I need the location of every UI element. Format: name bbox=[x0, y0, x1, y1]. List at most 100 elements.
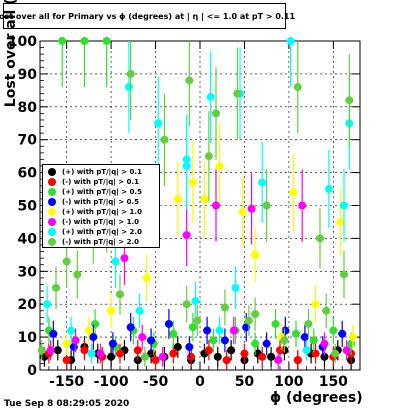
data-point bbox=[187, 352, 196, 361]
data-point bbox=[231, 283, 240, 292]
x-tick-label: -100 bbox=[94, 374, 129, 390]
data-point bbox=[229, 326, 238, 335]
data-point bbox=[43, 300, 52, 309]
legend-marker bbox=[48, 228, 56, 236]
x-axis-label: ϕ (degrees) bbox=[270, 390, 363, 406]
data-point bbox=[309, 336, 318, 345]
y-axis-label: Lost over all (%) bbox=[3, 0, 19, 108]
data-point bbox=[348, 333, 357, 342]
data-point bbox=[138, 333, 147, 342]
data-point bbox=[89, 333, 98, 342]
x-tick-label: 0 bbox=[195, 374, 205, 390]
data-point bbox=[87, 349, 96, 358]
data-point bbox=[220, 303, 229, 312]
data-point bbox=[242, 323, 251, 332]
data-point bbox=[276, 346, 284, 355]
data-point bbox=[300, 333, 309, 342]
data-point bbox=[233, 89, 242, 98]
data-point bbox=[244, 316, 253, 325]
y-tick-label: 30 bbox=[18, 264, 38, 280]
data-point bbox=[158, 352, 167, 361]
x-tick-label: -50 bbox=[143, 374, 169, 390]
data-point bbox=[342, 346, 351, 355]
data-point bbox=[188, 178, 197, 187]
data-point bbox=[147, 336, 156, 345]
data-point bbox=[182, 300, 191, 309]
y-tick-label: 10 bbox=[18, 330, 38, 346]
y-tick-label: 60 bbox=[18, 166, 38, 182]
legend-marker bbox=[48, 178, 56, 186]
x-tick-label: 150 bbox=[319, 374, 348, 390]
legend: (+) with pT/|q| > 0.1 (-) with pT/|q| > 0… bbox=[42, 164, 160, 248]
data-point bbox=[126, 69, 135, 78]
data-point bbox=[212, 201, 220, 210]
data-point bbox=[329, 326, 338, 335]
data-point bbox=[120, 254, 129, 263]
data-point bbox=[316, 234, 324, 243]
legend-label: (+) with pT/|q| > 1.0 bbox=[62, 208, 142, 216]
data-point bbox=[238, 208, 247, 217]
data-point bbox=[345, 96, 354, 105]
data-point bbox=[193, 316, 202, 325]
data-point bbox=[213, 352, 222, 361]
legend-label: (-) with pT/|q| > 0.5 bbox=[62, 198, 139, 206]
data-point bbox=[304, 319, 313, 328]
data-point bbox=[37, 346, 46, 355]
data-point bbox=[108, 339, 117, 348]
data-point bbox=[271, 319, 280, 328]
data-point bbox=[188, 323, 197, 332]
data-point bbox=[116, 349, 124, 358]
data-point bbox=[52, 283, 60, 292]
y-tick-label: 90 bbox=[18, 67, 38, 83]
data-point bbox=[46, 346, 55, 355]
data-point bbox=[258, 178, 267, 187]
data-point bbox=[124, 83, 133, 92]
data-point bbox=[49, 329, 58, 338]
data-point bbox=[73, 270, 82, 279]
data-point bbox=[311, 349, 320, 358]
data-point bbox=[331, 349, 340, 358]
data-point bbox=[262, 339, 271, 348]
data-point bbox=[107, 352, 116, 361]
data-point bbox=[251, 339, 260, 348]
data-point bbox=[209, 336, 218, 345]
data-point bbox=[203, 326, 212, 335]
y-tick-label: 80 bbox=[18, 100, 38, 116]
data-point bbox=[102, 37, 111, 45]
legend-entry: (-) with pT/|q| > 0.1 bbox=[46, 177, 156, 187]
data-point bbox=[292, 329, 300, 338]
y-tick-label: 70 bbox=[18, 133, 38, 149]
data-point bbox=[135, 306, 144, 315]
data-point bbox=[206, 92, 215, 101]
legend-entry: (-) with pT/|q| > 2.0 bbox=[46, 237, 156, 247]
data-point bbox=[84, 326, 93, 335]
legend-label: (-) with pT/|q| > 2.0 bbox=[62, 238, 139, 246]
data-point bbox=[116, 290, 124, 299]
y-tick-label: 20 bbox=[18, 297, 38, 313]
data-point bbox=[91, 319, 100, 328]
data-point bbox=[322, 306, 331, 315]
legend-marker bbox=[48, 188, 56, 196]
data-point bbox=[204, 346, 213, 355]
data-point bbox=[140, 352, 149, 361]
legend-entry: (-) with pT/|q| > 0.5 bbox=[46, 197, 156, 207]
plot-title: Lost over all for Primary vs ϕ (degrees)… bbox=[0, 11, 296, 21]
data-point bbox=[147, 349, 156, 358]
data-point bbox=[324, 185, 333, 194]
legend-label: (+) with pT/|q| > 0.1 bbox=[62, 168, 142, 176]
data-point bbox=[67, 326, 76, 335]
data-point bbox=[251, 250, 260, 259]
y-tick-label: 40 bbox=[18, 231, 38, 247]
y-tick-label: 50 bbox=[18, 199, 38, 215]
data-point bbox=[320, 339, 329, 348]
data-point bbox=[293, 356, 302, 365]
data-point bbox=[247, 204, 256, 213]
data-point bbox=[336, 217, 345, 226]
data-point bbox=[53, 346, 62, 355]
data-point bbox=[281, 326, 290, 335]
data-point bbox=[258, 352, 267, 361]
data-point bbox=[58, 37, 67, 45]
data-point bbox=[251, 310, 260, 319]
legend-marker bbox=[48, 218, 56, 226]
data-point bbox=[289, 188, 298, 197]
